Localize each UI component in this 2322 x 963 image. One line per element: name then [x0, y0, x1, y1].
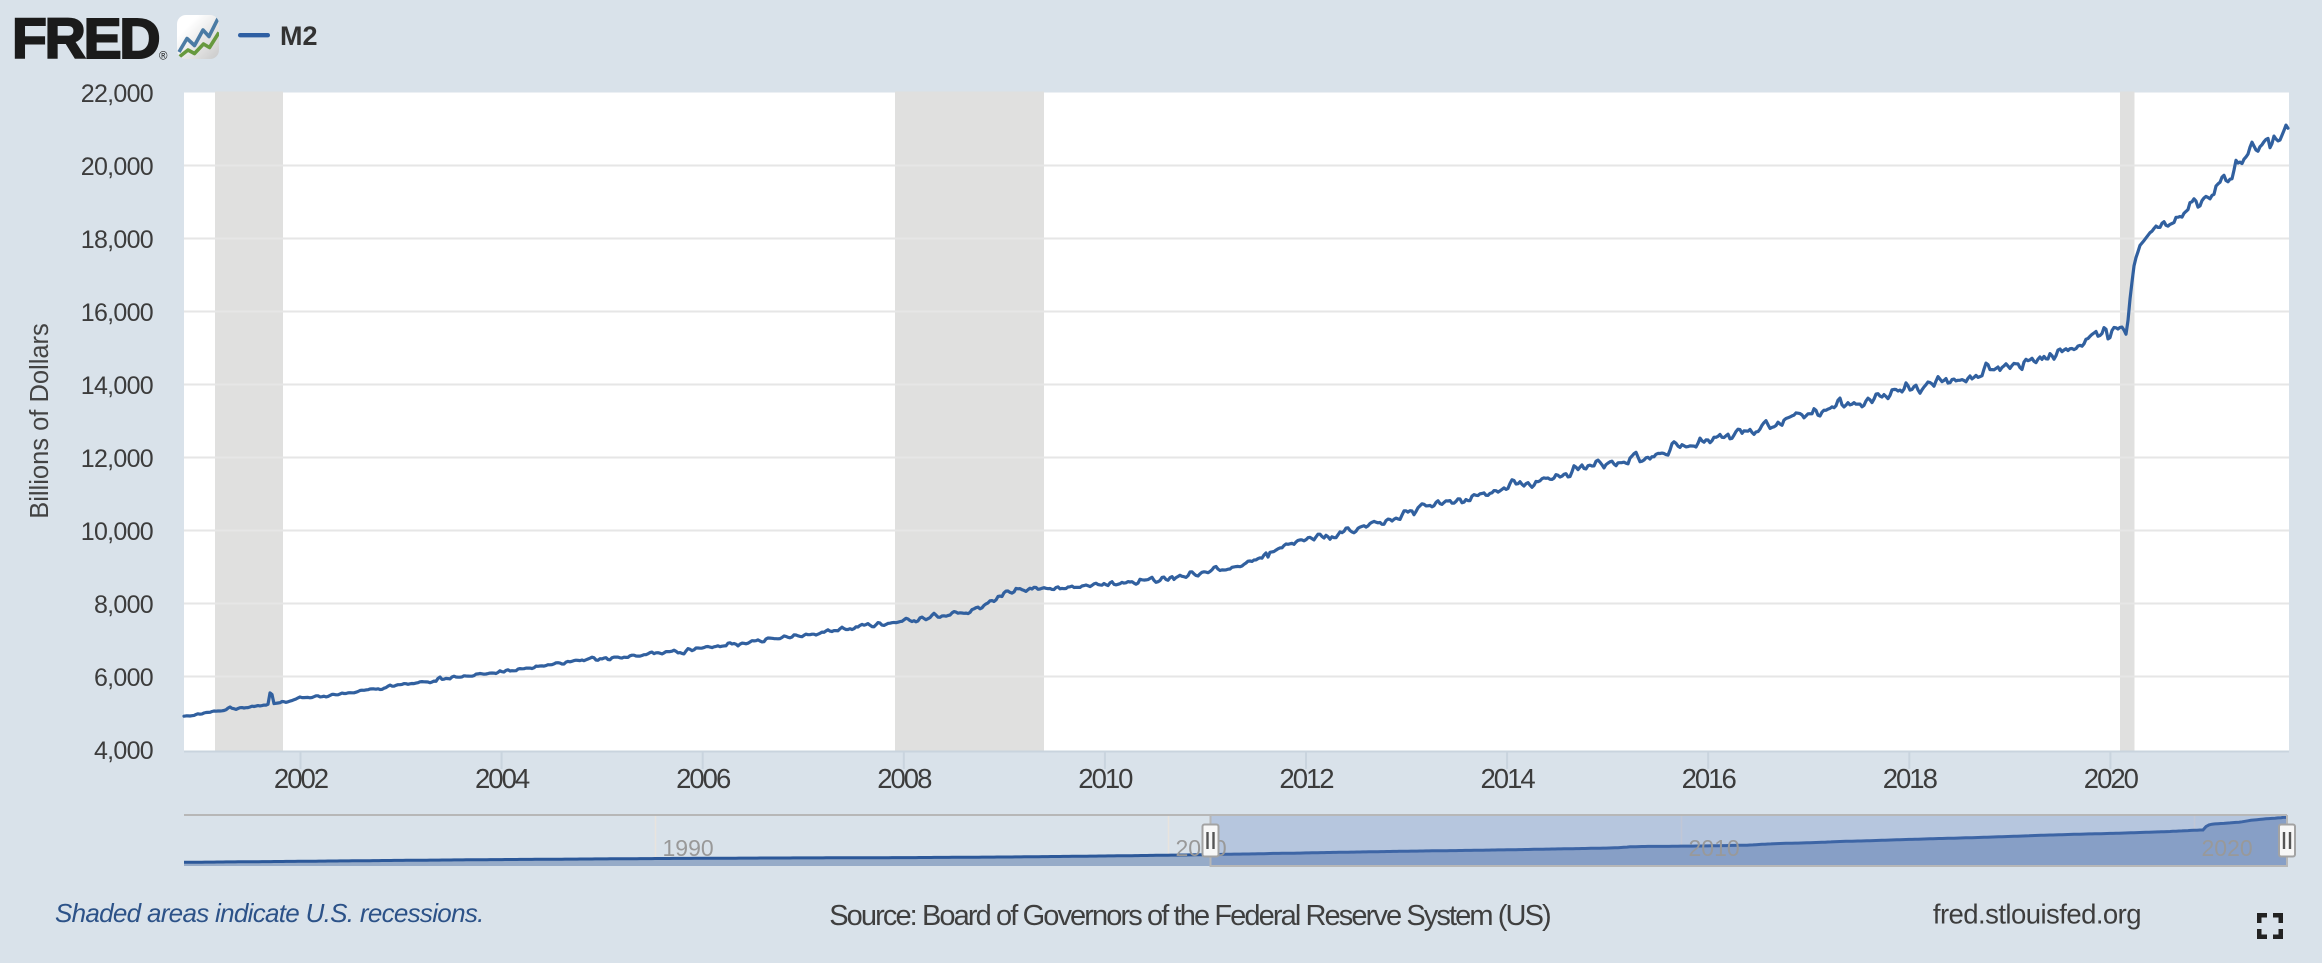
svg-text:fred.stlouisfed.org: fred.stlouisfed.org [1933, 899, 2141, 930]
svg-text:Billions of Dollars: Billions of Dollars [26, 323, 54, 519]
svg-text:Source: Board of Governors of: Source: Board of Governors of the Federa… [829, 900, 1550, 932]
svg-text:4,000: 4,000 [94, 737, 153, 765]
svg-text:2016: 2016 [1682, 763, 1737, 794]
svg-text:2010: 2010 [1078, 763, 1133, 794]
svg-text:2010: 2010 [1689, 835, 1740, 861]
svg-text:FRED: FRED [12, 7, 158, 71]
svg-text:2014: 2014 [1481, 763, 1536, 794]
svg-text:12,000: 12,000 [81, 445, 153, 473]
svg-text:1990: 1990 [663, 835, 714, 861]
svg-text:2004: 2004 [475, 763, 530, 794]
svg-text:8,000: 8,000 [94, 591, 153, 619]
svg-text:2012: 2012 [1279, 763, 1333, 794]
svg-text:20,000: 20,000 [81, 153, 153, 181]
svg-text:16,000: 16,000 [81, 299, 153, 327]
svg-text:2008: 2008 [877, 763, 932, 794]
svg-text:2002: 2002 [274, 763, 328, 794]
svg-text:6,000: 6,000 [94, 664, 153, 692]
svg-text:2020: 2020 [2202, 835, 2253, 861]
svg-text:2018: 2018 [1883, 763, 1938, 794]
svg-text:18,000: 18,000 [81, 226, 153, 254]
svg-text:2020: 2020 [2084, 763, 2139, 794]
svg-text:22,000: 22,000 [81, 80, 153, 108]
svg-text:®: ® [159, 51, 168, 63]
svg-text:10,000: 10,000 [81, 518, 153, 546]
svg-text:14,000: 14,000 [81, 372, 153, 400]
svg-text:Shaded areas indicate U.S. rec: Shaded areas indicate U.S. recessions. [55, 898, 484, 928]
svg-text:2006: 2006 [676, 763, 731, 794]
svg-text:M2: M2 [280, 21, 318, 51]
